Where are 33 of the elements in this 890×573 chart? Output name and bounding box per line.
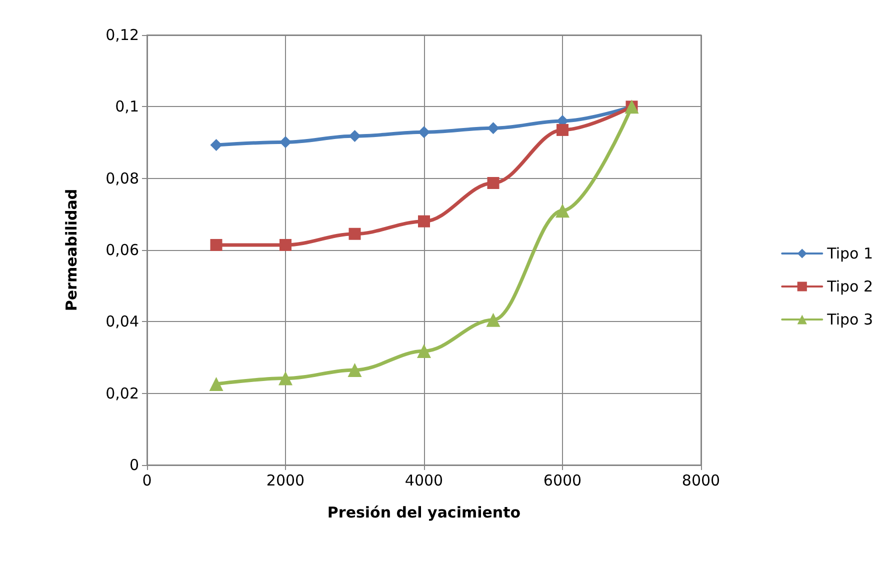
y-tick-label: 0,1 xyxy=(115,98,139,116)
point xyxy=(210,139,222,152)
y-tick-label: 0,02 xyxy=(106,384,139,402)
y-tick-label: 0,04 xyxy=(106,312,139,331)
point xyxy=(210,238,222,251)
point xyxy=(348,363,362,378)
point xyxy=(348,228,361,240)
x-axis-title: Presión del yacimiento xyxy=(327,504,521,522)
point xyxy=(348,130,361,142)
point xyxy=(486,312,500,327)
y-tick-label: 0,06 xyxy=(106,241,139,259)
x-tick-label: 0 xyxy=(142,472,152,490)
legend-label: Tipo 2 xyxy=(826,278,874,296)
point xyxy=(418,126,430,138)
point xyxy=(418,215,430,228)
x-tick-label: 4000 xyxy=(404,472,444,490)
point xyxy=(280,238,292,251)
legend-label: Tipo 1 xyxy=(826,244,874,262)
legend-label: Tipo 3 xyxy=(826,310,874,328)
point xyxy=(556,204,570,218)
x-tick-label: 8000 xyxy=(682,472,720,490)
y-axis-title: Permeabilidad xyxy=(62,188,80,312)
point xyxy=(487,176,500,189)
point xyxy=(209,377,224,392)
point xyxy=(280,136,292,148)
y-tick-label: 0,08 xyxy=(106,169,139,188)
x-tick-label: 2000 xyxy=(266,472,305,490)
point xyxy=(417,344,431,358)
x-tick-label: 6000 xyxy=(543,472,582,490)
point xyxy=(556,124,568,136)
y-tick-label: 0 xyxy=(129,456,139,474)
point xyxy=(278,371,292,386)
y-tick-label: 0,12 xyxy=(106,26,139,44)
